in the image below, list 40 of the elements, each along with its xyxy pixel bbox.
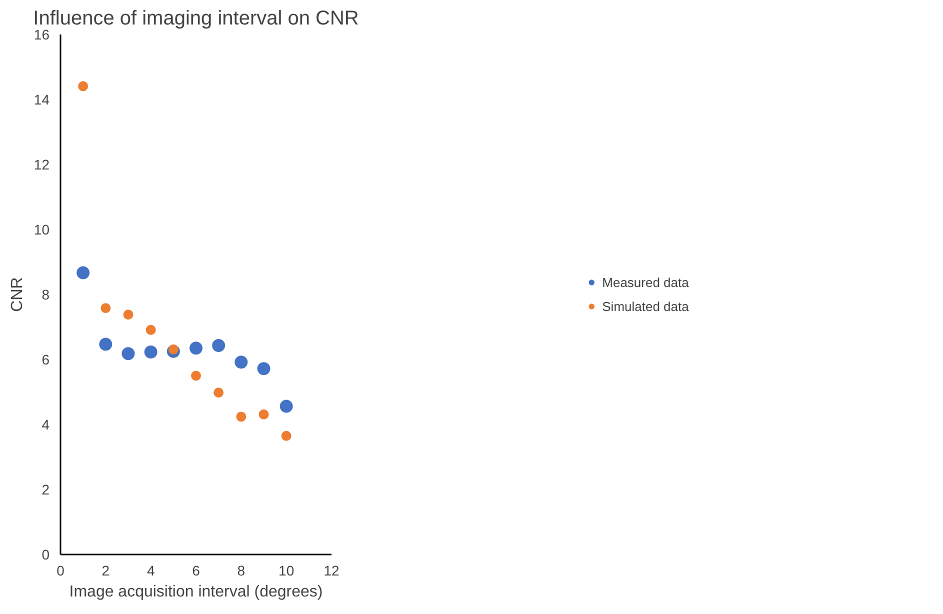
x-tick-label: 2 bbox=[102, 562, 110, 578]
point bbox=[212, 339, 226, 352]
point bbox=[78, 81, 88, 92]
y-tick-label: 10 bbox=[34, 222, 50, 238]
y-tick-label: 8 bbox=[42, 286, 50, 302]
y-tick-label: 4 bbox=[42, 416, 50, 432]
point bbox=[146, 324, 156, 335]
point bbox=[99, 338, 112, 351]
point bbox=[191, 370, 201, 381]
point bbox=[234, 356, 248, 369]
x-tick-label: 0 bbox=[56, 562, 65, 578]
legend-label: Measured data bbox=[602, 274, 689, 290]
point bbox=[281, 430, 292, 441]
y-tick-label: 2 bbox=[42, 482, 50, 498]
x-tick-label: 6 bbox=[192, 562, 200, 578]
point bbox=[100, 303, 111, 314]
point bbox=[76, 266, 90, 280]
point bbox=[258, 409, 269, 420]
y-tick-label: 16 bbox=[34, 26, 50, 42]
point bbox=[280, 400, 293, 413]
y-tick-label: 14 bbox=[34, 92, 50, 108]
y-tick-label: 6 bbox=[42, 352, 50, 368]
chart-title: Influence of imaging interval on CNR bbox=[33, 8, 359, 30]
x-tick-label: 10 bbox=[278, 562, 294, 578]
x-tick-label: 8 bbox=[237, 562, 246, 578]
point bbox=[190, 342, 202, 355]
point bbox=[257, 362, 270, 376]
point bbox=[122, 347, 135, 360]
y-axis-title: CNR bbox=[8, 277, 26, 312]
legend-label: Simulated data bbox=[602, 298, 689, 314]
point bbox=[144, 346, 158, 359]
point bbox=[123, 310, 134, 320]
point bbox=[214, 388, 224, 398]
y-tick-label: 0 bbox=[42, 546, 50, 562]
y-tick-label: 12 bbox=[34, 156, 50, 172]
point bbox=[168, 344, 178, 354]
point bbox=[236, 412, 246, 422]
x-tick-label: 4 bbox=[146, 562, 155, 578]
x-axis-title: Image acquisition interval (degrees) bbox=[69, 584, 323, 600]
x-tick-label: 12 bbox=[324, 562, 340, 578]
